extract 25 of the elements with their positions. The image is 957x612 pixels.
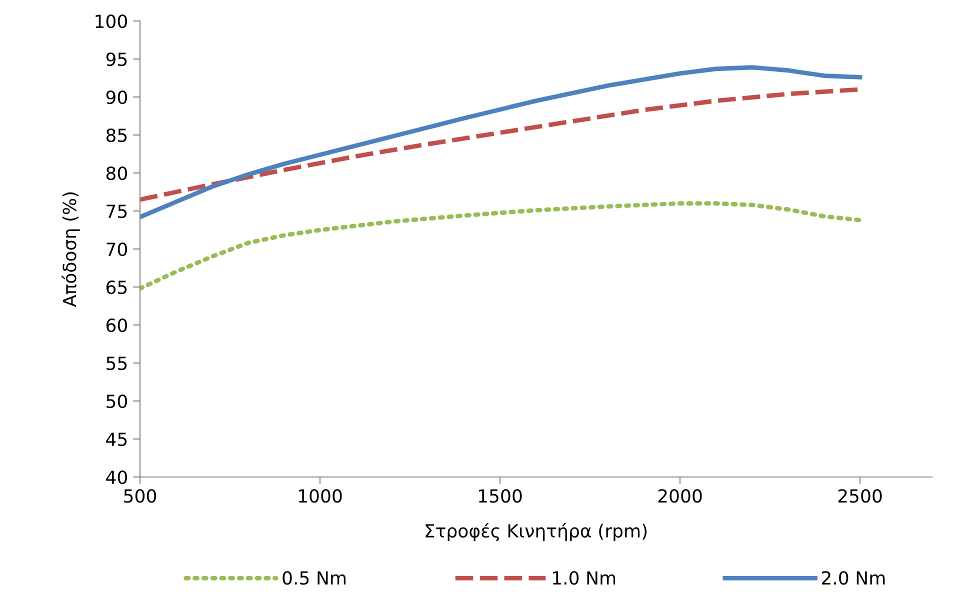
y-tick-label: 45 <box>106 432 127 446</box>
legend-label: 1.0 Nm <box>553 571 616 585</box>
line-series <box>140 201 862 291</box>
y-tick-label: 80 <box>106 166 127 180</box>
y-tick-label: 65 <box>106 280 127 294</box>
y-tick-label: 85 <box>106 128 127 142</box>
y-tick-label: 55 <box>106 356 127 370</box>
y-tick-label: 70 <box>106 242 127 256</box>
y-tick-label: 40 <box>106 470 127 484</box>
legend-label: 2.0 Nm <box>822 571 885 585</box>
y-tick-label: 75 <box>106 204 127 218</box>
y-axis-title: Απόδοση (%) <box>62 192 80 307</box>
y-tick-label: 95 <box>106 52 127 66</box>
x-tick-label: 1000 <box>299 489 342 503</box>
x-tick-label: 1500 <box>479 489 522 503</box>
x-tick-label: 500 <box>124 489 156 503</box>
x-axis-title: Στροφές Κινητήρα (rpm) <box>426 522 647 542</box>
y-tick-label: 50 <box>106 394 127 408</box>
legend-label: 0.5 Nm <box>282 571 346 585</box>
x-tick-label: 2000 <box>658 489 702 503</box>
x-tick-label: 2500 <box>838 489 882 503</box>
y-tick-label: 60 <box>106 318 127 332</box>
y-tick-label: 90 <box>106 90 127 104</box>
line-series <box>140 65 862 220</box>
y-tick-label: 100 <box>96 14 127 28</box>
